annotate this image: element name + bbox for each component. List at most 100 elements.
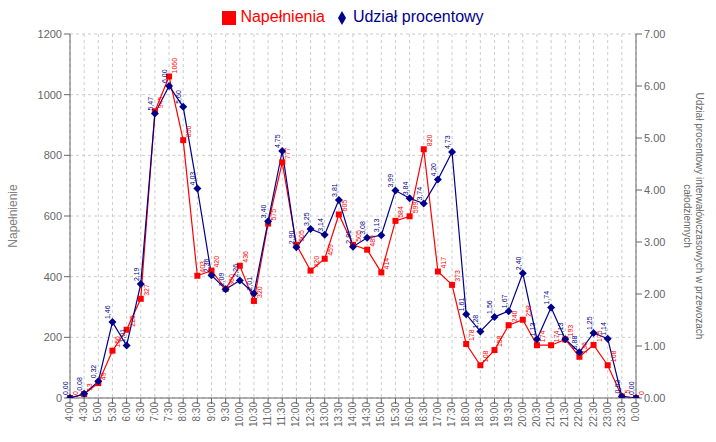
svg-text:0:00: 0:00 [630, 402, 641, 422]
svg-text:3,81: 3,81 [331, 183, 338, 197]
svg-text:7:00: 7:00 [149, 402, 160, 422]
svg-text:12:30: 12:30 [305, 402, 316, 427]
svg-text:1,25: 1,25 [586, 316, 593, 330]
svg-text:0,00: 0,00 [62, 381, 69, 395]
svg-text:158: 158 [497, 335, 504, 347]
svg-text:6:30: 6:30 [135, 402, 146, 422]
svg-text:4:30: 4:30 [78, 402, 89, 422]
svg-text:23:30: 23:30 [616, 402, 627, 427]
svg-text:800: 800 [44, 149, 62, 161]
svg-text:1,13: 1,13 [557, 323, 564, 337]
svg-text:108: 108 [482, 350, 489, 362]
svg-text:2,36: 2,36 [204, 259, 211, 273]
svg-text:23:00: 23:00 [602, 402, 613, 427]
svg-text:178: 178 [468, 329, 475, 341]
svg-text:22:00: 22:00 [574, 402, 585, 427]
svg-text:436: 436 [242, 251, 249, 263]
svg-text:600: 600 [44, 210, 62, 222]
svg-text:3,25: 3,25 [303, 212, 310, 226]
svg-text:2,01: 2,01 [246, 277, 253, 291]
svg-text:2,91: 2,91 [345, 230, 352, 244]
svg-text:820: 820 [426, 134, 433, 146]
svg-text:200: 200 [44, 331, 62, 343]
svg-text:16:30: 16:30 [418, 402, 429, 427]
svg-text:258: 258 [525, 305, 532, 317]
svg-text:0,08: 0,08 [76, 377, 83, 391]
svg-text:174: 174 [539, 330, 546, 342]
svg-text:136: 136 [581, 342, 588, 354]
svg-text:599: 599 [412, 202, 419, 214]
svg-text:9:30: 9:30 [220, 402, 231, 422]
svg-text:14:30: 14:30 [361, 402, 372, 427]
svg-text:777: 777 [284, 148, 291, 160]
svg-text:0: 0 [638, 391, 645, 395]
svg-text:3,14: 3,14 [317, 218, 324, 232]
svg-text:5.00: 5.00 [644, 132, 665, 144]
svg-text:11:00: 11:00 [262, 402, 273, 427]
svg-text:13:30: 13:30 [333, 402, 344, 427]
svg-text:1,01: 1,01 [119, 329, 126, 343]
svg-text:4,73: 4,73 [444, 135, 451, 149]
svg-text:417: 417 [440, 257, 447, 269]
svg-text:21:00: 21:00 [545, 402, 556, 427]
svg-text:16:00: 16:00 [404, 402, 415, 427]
svg-text:7:30: 7:30 [163, 402, 174, 422]
svg-text:19:30: 19:30 [503, 402, 514, 427]
svg-text:505: 505 [298, 230, 305, 242]
svg-text:15:30: 15:30 [390, 402, 401, 427]
svg-text:21:30: 21:30 [559, 402, 570, 427]
svg-text:11:30: 11:30 [276, 402, 287, 427]
svg-text:13:00: 13:00 [319, 402, 330, 427]
svg-text:13: 13 [86, 383, 93, 391]
svg-text:6.00: 6.00 [644, 80, 665, 92]
svg-text:1,61: 1,61 [458, 298, 465, 312]
svg-text:1.00: 1.00 [644, 340, 665, 352]
svg-text:850: 850 [185, 125, 192, 137]
svg-text:10:30: 10:30 [248, 402, 259, 427]
svg-text:20:30: 20:30 [531, 402, 542, 427]
svg-text:1,74: 1,74 [543, 291, 550, 305]
svg-text:3,13: 3,13 [373, 219, 380, 233]
svg-text:1200: 1200 [38, 28, 62, 40]
svg-text:10:00: 10:00 [234, 402, 245, 427]
svg-text:17:00: 17:00 [432, 402, 443, 427]
svg-text:400: 400 [44, 271, 62, 283]
svg-text:12:00: 12:00 [291, 402, 302, 427]
svg-text:420: 420 [214, 256, 221, 268]
svg-text:225: 225 [129, 315, 136, 327]
svg-text:2,26: 2,26 [232, 264, 239, 278]
svg-text:3,99: 3,99 [387, 174, 394, 188]
svg-text:15:00: 15:00 [375, 402, 386, 427]
svg-text:0,88: 0,88 [571, 336, 578, 350]
svg-text:3,74: 3,74 [416, 187, 423, 201]
svg-text:414: 414 [383, 258, 390, 270]
svg-text:0,32: 0,32 [90, 365, 97, 379]
svg-text:605: 605 [341, 200, 348, 212]
svg-text:2,40: 2,40 [515, 256, 522, 270]
svg-text:3,40: 3,40 [260, 204, 267, 218]
svg-text:4,03: 4,03 [189, 172, 196, 186]
svg-text:3,08: 3,08 [359, 221, 366, 235]
svg-text:Udział procentowy interwałówcz: Udział procentowy interwałówczasowych w … [682, 93, 705, 340]
svg-text:4,20: 4,20 [430, 163, 437, 177]
svg-text:1,56: 1,56 [487, 300, 494, 314]
svg-text:8:00: 8:00 [177, 402, 188, 422]
svg-text:6,00: 6,00 [161, 69, 168, 83]
svg-text:18:00: 18:00 [460, 402, 471, 427]
svg-text:1,67: 1,67 [501, 294, 508, 308]
svg-text:459: 459 [327, 244, 334, 256]
svg-text:1,28: 1,28 [472, 315, 479, 329]
svg-text:945: 945 [157, 97, 164, 109]
svg-text:5,60: 5,60 [175, 90, 182, 104]
svg-text:584: 584 [397, 206, 404, 218]
svg-text:17:30: 17:30 [446, 402, 457, 427]
svg-text:20:00: 20:00 [517, 402, 528, 427]
svg-text:49: 49 [100, 372, 107, 380]
svg-text:108: 108 [610, 350, 617, 362]
svg-text:1,13: 1,13 [529, 323, 536, 337]
svg-text:4:00: 4:00 [64, 402, 75, 422]
svg-text:4.00: 4.00 [644, 184, 665, 196]
svg-text:5:30: 5:30 [107, 402, 118, 422]
svg-text:2,19: 2,19 [133, 267, 140, 281]
svg-text:19:00: 19:00 [489, 402, 500, 427]
